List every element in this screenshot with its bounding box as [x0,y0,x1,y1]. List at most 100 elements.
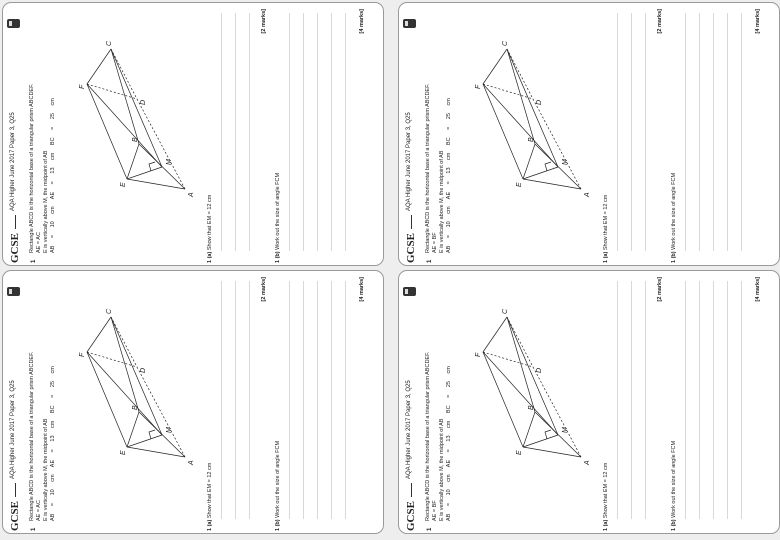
label-b: B [528,137,535,142]
part-b-text: Work out the size of angle FCM [275,172,281,250]
answer-line[interactable] [303,281,304,519]
answer-line[interactable] [631,13,632,251]
calculator-icon [403,19,416,28]
edge-ef [86,351,128,448]
answer-line[interactable] [685,13,686,251]
question-condition: AE = AC [36,500,42,521]
edge-da [532,98,582,190]
edge-eb [126,411,140,448]
answer-line[interactable] [221,13,222,251]
line-fm [482,351,559,436]
answer-line[interactable] [617,13,618,251]
part-a: 1 (a) Show that EM = 12 cm [603,195,609,263]
answer-line[interactable] [289,281,290,519]
answer-line[interactable] [631,281,632,519]
worksheet-header: GCSE AQA Higher June 2017 Paper 3, Q25 [7,13,21,263]
answer-line[interactable] [741,281,742,519]
part-a: 1 (a) Show that EM = 12 cm [603,463,609,531]
question-condition: AE = BF [432,232,438,253]
edge-bc [110,316,140,413]
part-a-label: 1 (a) [207,519,213,531]
answer-line[interactable] [345,281,346,519]
answer-line[interactable] [727,281,728,519]
part-b: 1 (b) Work out the size of angle FCM [275,441,281,531]
answer-line[interactable] [249,13,250,251]
answer-line[interactable] [699,13,700,251]
answer-line[interactable] [331,281,332,519]
gcse-logo: GCSE [405,501,417,531]
edge-cd [110,316,138,368]
question-intro: Rectangle ABCD is the horizontal base of… [425,351,431,521]
question-values: AB = 10 cm AE = 13 cm BC = 25 cm [446,366,452,521]
paper-reference: AQA Higher June 2017 Paper 3, Q25 [10,112,16,211]
answer-line[interactable] [317,13,318,251]
answer-line[interactable] [713,281,714,519]
answer-line[interactable] [645,13,646,251]
edge-em [126,166,163,180]
answer-line[interactable] [303,13,304,251]
question-intro: Rectangle ABCD is the horizontal base of… [425,83,431,253]
label-c: C [502,308,509,314]
gcse-logo: GCSE [9,501,21,531]
answer-line[interactable] [235,281,236,519]
part-b-marks: [4 marks] [755,277,761,302]
answer-line[interactable] [331,13,332,251]
prism-diagram: A B C D E F M [79,308,195,466]
label-a: A [584,460,591,466]
part-b-label: 1 (b) [671,519,677,531]
question-text: Rectangle ABCD is the horizontal base of… [425,13,453,253]
label-b: B [132,405,139,410]
part-b-marks: [4 marks] [755,9,761,34]
paper-reference: AQA Higher June 2017 Paper 3, Q25 [406,112,412,211]
answer-line[interactable] [727,13,728,251]
answer-line[interactable] [685,281,686,519]
label-c: C [106,40,113,46]
edge-eb [522,143,536,180]
part-b-label: 1 (b) [275,251,281,263]
line-mc [110,48,163,168]
label-a: A [188,192,195,198]
answer-line[interactable] [317,281,318,519]
label-d: D [140,368,147,373]
part-b: 1 (b) Work out the size of angle FCM [275,173,281,263]
edge-da [136,98,186,190]
part-a: 1 (a) Show that EM = 12 cm [207,195,213,263]
edge-fd [482,83,534,100]
answer-line[interactable] [645,281,646,519]
calculator-icon [403,287,416,296]
worksheet-header: GCSE AQA Higher June 2017 Paper 3, Q25 [403,13,417,263]
label-m: M [166,159,173,165]
question-condition: AE = AC [36,232,42,253]
part-b-text: Work out the size of angle FCM [671,440,677,518]
question-midpoint: E is vertically above M, the midpoint of… [43,150,49,253]
answer-line[interactable] [221,281,222,519]
worksheet-page: GCSE AQA Higher June 2017 Paper 3, Q25 1… [399,3,779,265]
question-text: Rectangle ABCD is the horizontal base of… [29,13,57,253]
answer-line[interactable] [249,281,250,519]
answer-line[interactable] [741,13,742,251]
worksheet-page: GCSE AQA Higher June 2017 Paper 3, Q25 1… [3,3,383,265]
answer-line[interactable] [699,281,700,519]
part-a: 1 (a) Show that EM = 12 cm [207,463,213,531]
answer-line[interactable] [289,13,290,251]
answer-line[interactable] [235,13,236,251]
edge-cd [506,48,534,100]
line-fm [482,83,559,168]
edge-ea [522,178,582,190]
answer-line[interactable] [345,13,346,251]
right-angle-mark [544,429,552,440]
part-b: 1 (b) Work out the size of angle FCM [671,173,677,263]
label-e: E [516,450,523,455]
edge-ea [126,178,186,190]
line-fm [86,351,163,436]
label-m: M [562,159,569,165]
question-intro: Rectangle ABCD is the horizontal base of… [29,83,35,253]
question-number: 1 [31,527,37,531]
worksheet-card: GCSE AQA Higher June 2017 Paper 3, Q25 1… [398,270,780,534]
edge-ef [482,83,524,180]
answer-line[interactable] [713,13,714,251]
answer-line[interactable] [617,281,618,519]
edge-da [136,366,186,458]
worksheet-card: GCSE AQA Higher June 2017 Paper 3, Q25 1… [2,2,384,266]
label-m: M [166,427,173,433]
